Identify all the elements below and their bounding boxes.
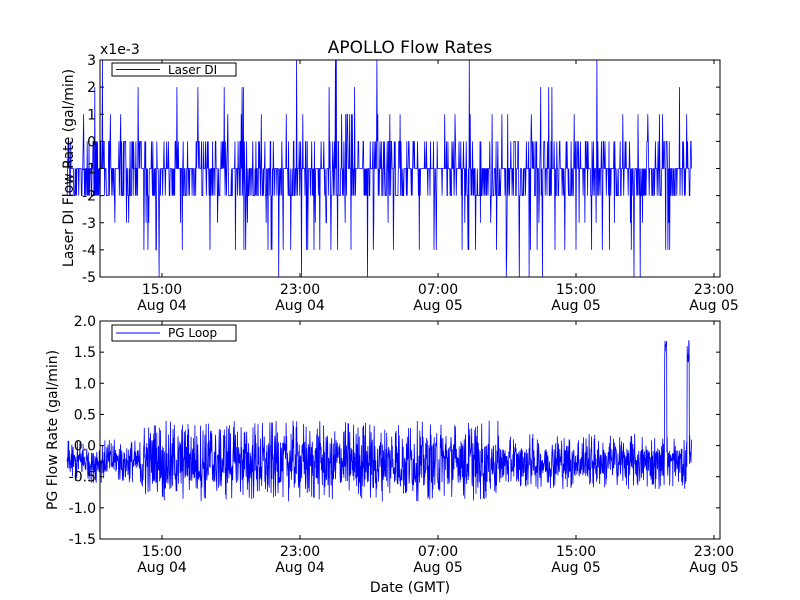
laser-xtick-time: 07:00	[418, 282, 458, 298]
pg-xtick-time: 15:00	[142, 544, 182, 560]
laser-offset-text: x1e-3	[100, 42, 140, 58]
laser-ytick-label: -1	[82, 162, 96, 178]
laser-xtick-time: 23:00	[280, 282, 320, 298]
laser-di-series	[66, 59, 692, 278]
laser-xtick-date: Aug 04	[137, 298, 187, 314]
pg-xtick-date: Aug 05	[689, 560, 739, 576]
pg-ytick-label: -1.0	[69, 501, 96, 517]
pg-loop-line	[66, 340, 692, 502]
laser-y-ticks: 3 2 1 0 -1 -2 -3 -4 -5	[82, 53, 720, 286]
pg-ytick-label: -1.5	[69, 532, 96, 548]
laser-xtick-date: Aug 05	[551, 298, 601, 314]
pg-y-ticks: 2.0 1.5 1.0 0.5 0.0 -0.5 -1.0 -1.5	[69, 314, 720, 548]
laser-di-line	[66, 59, 692, 278]
pg-xtick-date: Aug 05	[551, 560, 601, 576]
pg-ytick-label: 0.0	[74, 439, 96, 455]
laser-ytick-label: 1	[87, 107, 96, 123]
laser-ytick-label: 3	[87, 53, 96, 69]
pg-loop-series	[66, 340, 692, 502]
pg-legend-label: PG Loop	[168, 326, 217, 340]
pg-legend-box	[111, 324, 237, 342]
laser-xtick-time: 23:00	[694, 282, 734, 298]
pg-xtick-time: 23:00	[694, 544, 734, 560]
pg-xtick-time: 07:00	[418, 544, 458, 560]
laser-ytick-label: -5	[82, 270, 96, 286]
laser-ytick-label: 0	[87, 134, 96, 150]
figure-title: APOLLO Flow Rates	[328, 38, 493, 58]
laser-ytick-label: -3	[82, 216, 96, 232]
pg-y-axis-label: PG Flow Rate (gal/min)	[45, 350, 61, 510]
laser-y-axis-label: Laser DI Flow Rate (gal/min)	[61, 69, 77, 267]
laser-legend-box	[111, 62, 237, 77]
pg-ytick-label: 1.5	[74, 345, 96, 361]
laser-xtick-time: 15:00	[556, 282, 596, 298]
laser-legend-label: Laser DI	[168, 63, 217, 77]
pg-ytick-label: -0.5	[69, 470, 96, 486]
laser-ytick-label: -2	[82, 189, 96, 205]
pg-xtick-date: Aug 05	[413, 560, 463, 576]
laser-xtick-date: Aug 04	[275, 298, 325, 314]
laser-xtick-time: 15:00	[142, 282, 182, 298]
laser-xtick-date: Aug 05	[689, 298, 739, 314]
pg-ytick-label: 0.5	[74, 407, 96, 423]
x-axis-label: Date (GMT)	[370, 580, 450, 596]
pg-ytick-label: 1.0	[74, 376, 96, 392]
laser-xtick-date: Aug 05	[413, 298, 463, 314]
pg-xtick-time: 15:00	[556, 544, 596, 560]
pg-legend: PG Loop	[111, 324, 237, 342]
pg-xtick-date: Aug 04	[275, 560, 325, 576]
pg-xtick-date: Aug 04	[137, 560, 187, 576]
laser-ytick-label: -4	[82, 243, 96, 259]
laser-ytick-label: 2	[87, 80, 96, 96]
laser-legend: Laser DI	[111, 62, 237, 77]
pg-axes-frame	[99, 320, 721, 540]
pg-ytick-label: 2.0	[74, 314, 96, 330]
pg-xtick-time: 23:00	[280, 544, 320, 560]
